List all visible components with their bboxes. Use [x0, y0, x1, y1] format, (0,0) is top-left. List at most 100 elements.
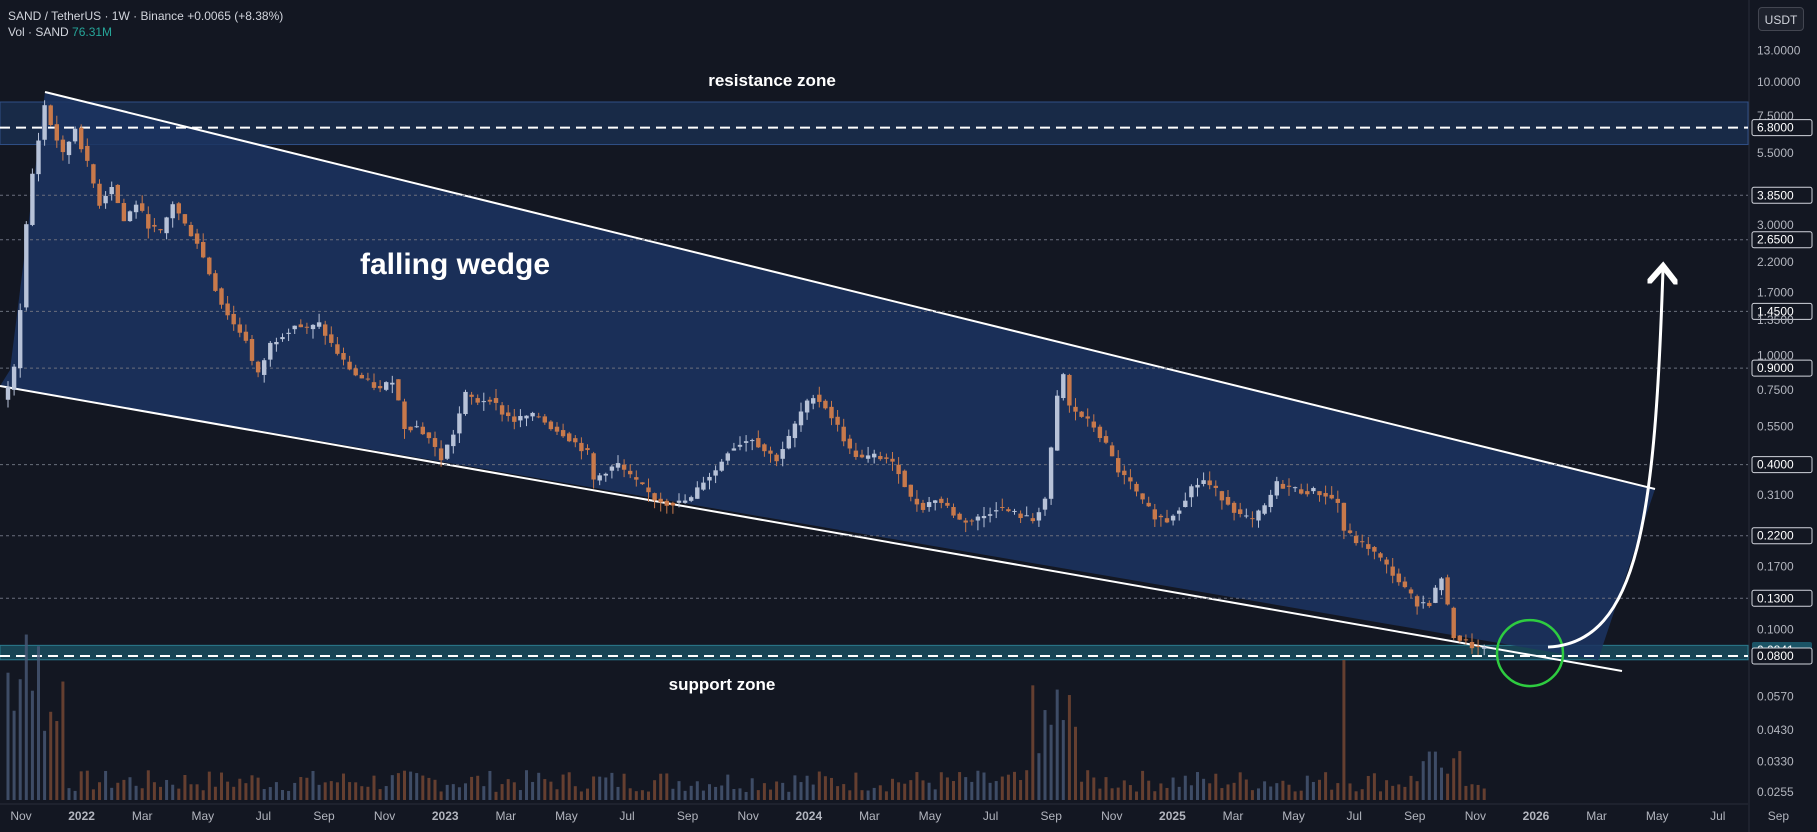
- volume-bar: [1440, 767, 1443, 800]
- candle-body: [1390, 566, 1395, 576]
- volume-label[interactable]: Vol · SAND: [8, 25, 69, 39]
- volume-bar: [457, 787, 461, 800]
- candle-body: [158, 229, 163, 231]
- volume-bar: [525, 770, 528, 800]
- candle-body: [30, 173, 35, 225]
- time-axis-label: Sep: [1041, 809, 1063, 823]
- time-axis-label: Nov: [1465, 809, 1486, 823]
- time-axis-label: Jul: [1347, 809, 1362, 823]
- volume-bar: [244, 783, 248, 800]
- volume-bar: [561, 774, 565, 800]
- volume-bar: [665, 773, 669, 800]
- volume-bar: [281, 790, 284, 800]
- volume-bar: [18, 679, 22, 800]
- volume-bar: [1238, 772, 1242, 800]
- price-axis-label: 0.1000: [1757, 622, 1794, 636]
- candle-body: [79, 127, 84, 150]
- breakout-circle: [1495, 618, 1565, 688]
- candle-body: [585, 448, 590, 451]
- candle-body: [1463, 639, 1469, 641]
- candle-body: [1122, 470, 1127, 476]
- candle-body: [182, 214, 188, 224]
- candle-body: [1457, 635, 1462, 641]
- candle-body: [243, 331, 249, 341]
- volume-bar: [1476, 784, 1480, 800]
- candle-body: [1079, 411, 1084, 417]
- volume-bar: [543, 779, 547, 800]
- volume-bar: [1025, 770, 1029, 800]
- volume-bar: [933, 789, 937, 800]
- candle-body: [981, 515, 987, 519]
- resistance-zone: [0, 101, 1749, 146]
- volume-bar: [738, 788, 742, 800]
- price-axis-label: 0.3100: [1757, 488, 1794, 502]
- candle-body: [323, 324, 328, 336]
- volume-bar: [1366, 775, 1370, 800]
- volume-bar: [592, 776, 596, 800]
- time-axis-label: Sep: [1768, 809, 1790, 823]
- candle-body: [1445, 577, 1450, 605]
- candle-body: [1012, 510, 1017, 512]
- volume-bar: [1403, 786, 1407, 800]
- volume-bar: [110, 787, 114, 800]
- candle-body: [451, 434, 456, 447]
- price-axis-label: 0.1300: [1757, 591, 1794, 605]
- candle-body: [1219, 491, 1225, 501]
- time-axis-label: Mar: [132, 809, 153, 823]
- volume-bar: [1324, 772, 1328, 800]
- symbol-title[interactable]: SAND / TetherUS · 1W · Binance: [8, 9, 184, 23]
- volume-bar: [140, 788, 144, 800]
- candle-body: [664, 500, 669, 506]
- candle-body: [72, 128, 78, 142]
- time-axis-label: Mar: [495, 809, 516, 823]
- volume-bar: [159, 786, 162, 800]
- candle-body: [774, 454, 779, 462]
- volume-bar: [1299, 790, 1303, 800]
- volume-bar: [793, 775, 797, 800]
- candle-body: [1055, 395, 1060, 451]
- candle-body: [859, 454, 865, 458]
- volume-bar: [659, 773, 663, 800]
- candle-body: [878, 455, 883, 460]
- time-axis-label: Nov: [1101, 809, 1122, 823]
- volume-bar: [708, 784, 711, 800]
- price-level-tag: [1751, 456, 1813, 474]
- candle-body: [396, 379, 401, 401]
- volume-bar: [567, 772, 571, 800]
- candle-body: [36, 140, 41, 175]
- candle-body: [542, 416, 547, 423]
- candle-body: [817, 394, 822, 402]
- volume-bar: [1214, 773, 1218, 800]
- volume-bar: [433, 779, 437, 800]
- volume-bar: [256, 777, 260, 800]
- candle-body: [390, 382, 395, 385]
- candle-body: [1475, 646, 1481, 648]
- candle-body: [414, 426, 419, 428]
- candle-body: [280, 337, 285, 340]
- volume-bar: [897, 782, 901, 800]
- volume-bar: [701, 790, 705, 800]
- price-level-tag: [1751, 647, 1813, 665]
- candle-body: [85, 145, 90, 161]
- candle-body: [408, 426, 413, 431]
- volume-bar: [939, 772, 943, 800]
- volume-bar: [1482, 788, 1486, 800]
- volume-bar: [55, 721, 59, 800]
- volume-bar: [945, 777, 949, 800]
- volume-bar: [744, 791, 748, 800]
- candle-body: [121, 203, 127, 222]
- price-level-tag: [1751, 527, 1813, 545]
- currency-button[interactable]: USDT: [1758, 7, 1804, 31]
- volume-bar: [1208, 783, 1212, 800]
- volume-bar: [329, 781, 333, 800]
- candle-body: [573, 438, 578, 443]
- volume-bar: [982, 772, 986, 800]
- volume-bar: [1385, 780, 1389, 800]
- volume-bar: [610, 772, 614, 800]
- volume-bar: [677, 781, 681, 800]
- candle-body: [1244, 515, 1249, 517]
- volume-bar: [1415, 781, 1419, 800]
- candle-body: [1378, 553, 1383, 558]
- volume-bar: [598, 776, 602, 800]
